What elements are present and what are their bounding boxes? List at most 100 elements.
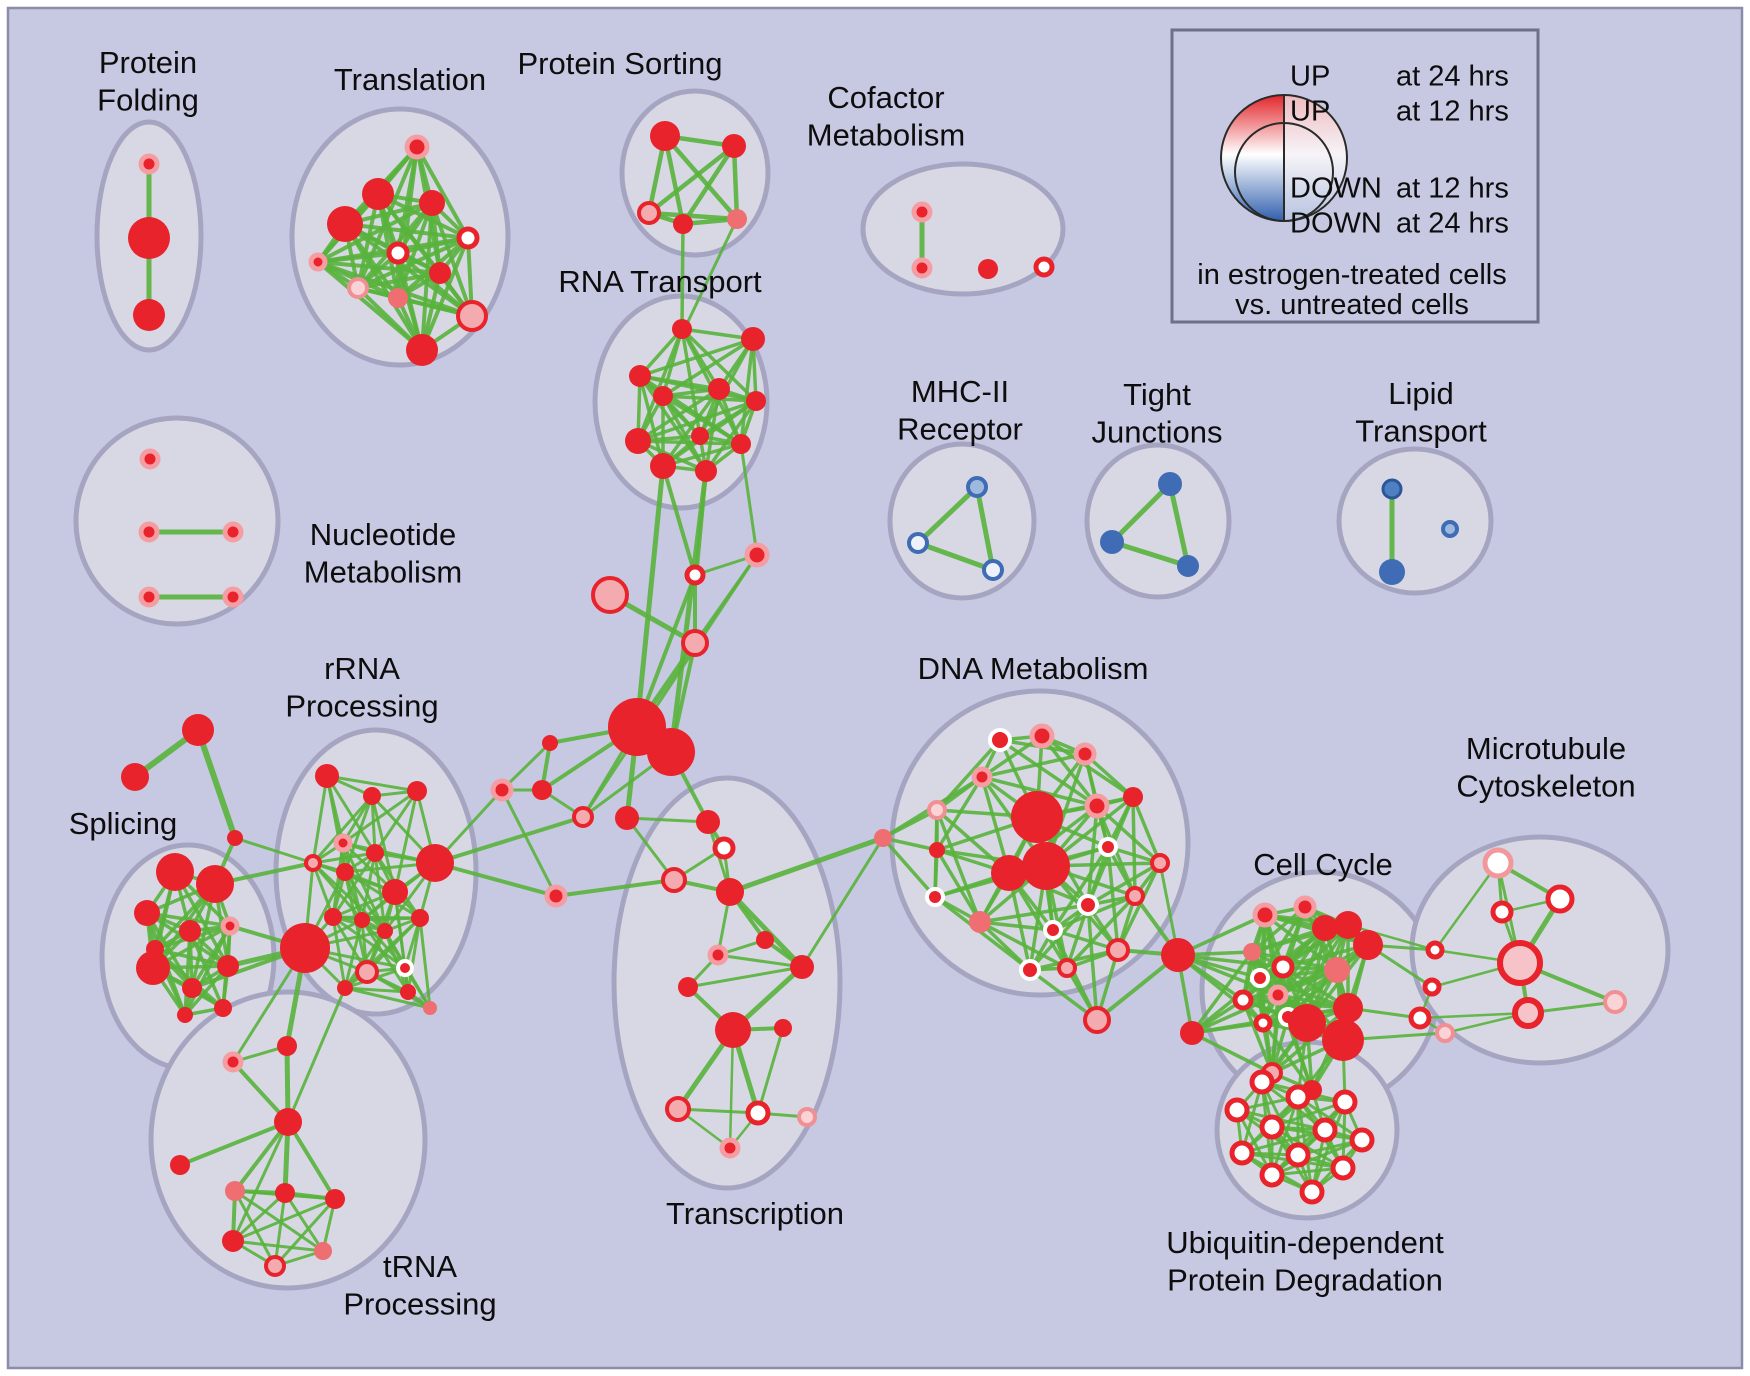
- interaction-edge: [1109, 539, 1191, 569]
- gene-node: [366, 844, 384, 862]
- gene-node: [650, 121, 680, 151]
- interaction-edge: [360, 851, 377, 922]
- interaction-edge: [581, 553, 759, 819]
- interaction-edge: [311, 774, 329, 865]
- legend-direction-3: DOWN: [1290, 208, 1382, 240]
- interaction-edge: [286, 1120, 337, 1201]
- gene-node: [716, 878, 744, 906]
- gene-node: [1299, 1179, 1325, 1205]
- gene-node: [1333, 993, 1363, 1023]
- interaction-edge: [646, 210, 740, 222]
- nodes-layer: [121, 121, 1627, 1277]
- interaction-edge: [646, 143, 737, 216]
- gene-node: [407, 781, 427, 801]
- interaction-edge: [978, 920, 1055, 932]
- gene-node: [227, 830, 243, 846]
- gene-node: [1224, 1097, 1250, 1123]
- interaction-edge: [974, 484, 996, 573]
- gene-node: [1603, 990, 1627, 1014]
- interaction-edge: [638, 337, 755, 378]
- interaction-edge: [998, 738, 1099, 808]
- interaction-edge: [881, 836, 939, 852]
- gene-node: [275, 1183, 295, 1203]
- interaction-edge: [233, 1189, 277, 1268]
- interaction-edge: [682, 217, 739, 332]
- gene-node: [741, 327, 765, 351]
- interaction-edge: [325, 774, 419, 793]
- gene-node: [969, 911, 991, 933]
- gene-node: [1125, 886, 1145, 906]
- interaction-edge: [331, 841, 345, 919]
- gene-node: [1158, 472, 1182, 496]
- interaction-edge: [636, 387, 721, 443]
- gene-node: [217, 955, 239, 977]
- gene-node: [456, 300, 488, 332]
- gene-node: [542, 735, 558, 751]
- gene-node: [665, 1096, 691, 1122]
- interaction-edge: [1270, 1100, 1347, 1129]
- gene-node: [1077, 894, 1099, 916]
- interaction-edge: [343, 986, 410, 994]
- gene-node: [661, 867, 687, 893]
- interaction-edge: [311, 851, 377, 865]
- gene-node: [774, 1019, 792, 1037]
- legend-time-1: at 12 hrs: [1396, 96, 1509, 128]
- interaction-edge: [383, 929, 410, 994]
- gene-node: [744, 542, 770, 568]
- gene-node: [1022, 842, 1070, 890]
- gene-node: [712, 836, 736, 860]
- interaction-edge: [686, 965, 804, 989]
- gene-node: [347, 277, 369, 299]
- interaction-edge: [316, 201, 434, 264]
- interaction-edge: [728, 1028, 735, 1150]
- gene-node: [874, 829, 892, 847]
- gene-node: [220, 916, 240, 936]
- cluster-label-splicing-triangle: Splicing: [69, 806, 178, 841]
- gene-node: [1441, 520, 1459, 538]
- gene-node: [790, 955, 814, 979]
- gene-node: [138, 153, 160, 175]
- interaction-edge: [661, 464, 697, 577]
- gene-node: [653, 386, 673, 406]
- gene-node: [971, 766, 993, 788]
- gene-node: [406, 334, 438, 366]
- gene-node: [337, 980, 353, 996]
- gene-node: [695, 460, 717, 482]
- gene-node: [615, 806, 639, 830]
- gene-node: [354, 912, 370, 928]
- gene-node: [1083, 1006, 1111, 1034]
- gene-node: [222, 1051, 244, 1073]
- interaction-edge: [356, 236, 470, 290]
- gene-node: [490, 778, 514, 802]
- interaction-edge: [331, 851, 377, 919]
- interaction-edge: [739, 337, 755, 446]
- legend-time-3: at 24 hrs: [1396, 208, 1509, 240]
- interaction-edge: [625, 816, 710, 824]
- cluster-label-transcription: Transcription: [666, 1196, 844, 1231]
- gene-node: [797, 1107, 817, 1127]
- interaction-edge: [231, 1191, 287, 1243]
- interaction-edge: [233, 1120, 290, 1193]
- interaction-edge: [680, 222, 685, 331]
- gene-node: [396, 959, 414, 977]
- interaction-edge: [1116, 861, 1162, 952]
- legend-direction-0: UP: [1290, 61, 1330, 93]
- gene-node: [274, 1108, 302, 1136]
- gene-node: [429, 262, 451, 284]
- gene-node: [333, 833, 353, 853]
- interaction-edge: [233, 836, 315, 865]
- gene-node: [745, 1100, 771, 1126]
- gene-node: [1422, 977, 1442, 997]
- interaction-edge: [183, 924, 232, 1017]
- gene-node: [1330, 1155, 1356, 1181]
- gene-node: [1435, 1023, 1455, 1043]
- interaction-edge: [406, 916, 422, 994]
- gene-node: [1482, 847, 1514, 879]
- interaction-edge: [273, 1197, 337, 1268]
- gene-node: [629, 365, 651, 387]
- gene-node: [637, 201, 661, 225]
- interaction-edge: [1346, 923, 1437, 952]
- gene-node: [1512, 997, 1544, 1029]
- gene-node: [1322, 1019, 1364, 1061]
